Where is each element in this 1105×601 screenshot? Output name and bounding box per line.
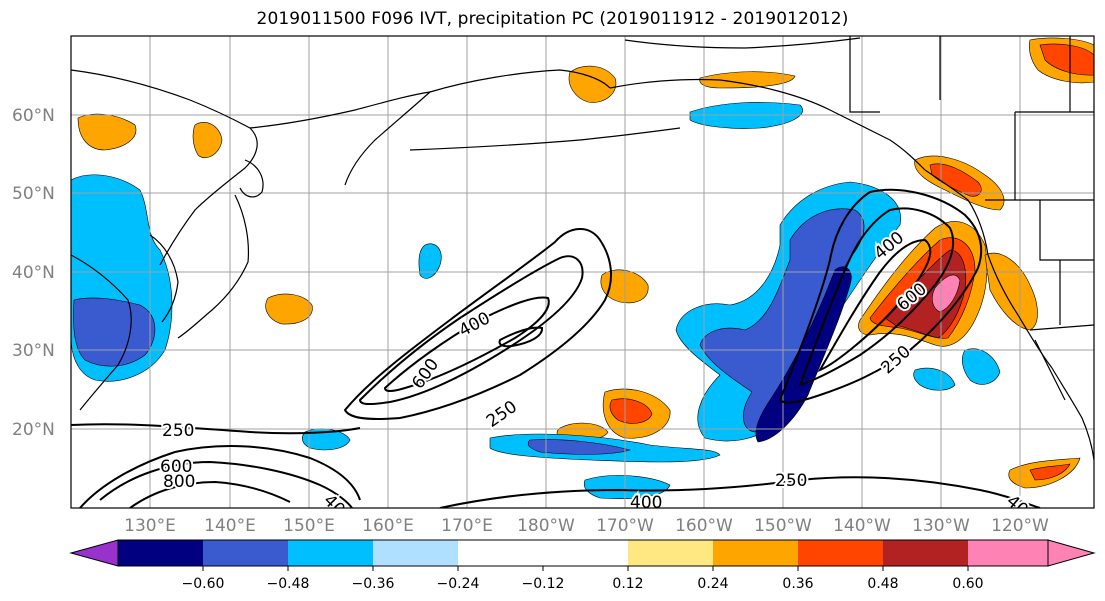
ivt-contour-600-south-loop bbox=[99, 460, 353, 508]
coast-japan-hokkaido bbox=[239, 159, 264, 198]
coast-bc-washington bbox=[924, 169, 989, 256]
colorbar-bin-7 bbox=[713, 540, 798, 566]
ivt-contours bbox=[71, 188, 1041, 508]
colorbar-bin-9 bbox=[883, 540, 968, 566]
ivt-label-400-south-2: 400 bbox=[630, 493, 662, 513]
colorbar-bin-10 bbox=[968, 540, 1048, 566]
precip-pos-subtropical-core bbox=[609, 398, 653, 424]
ivt-label-800-south: 800 bbox=[163, 472, 195, 492]
coast-korea bbox=[149, 234, 179, 323]
precip-neg-east-hawaii bbox=[913, 367, 956, 391]
colorbar-frame bbox=[117, 539, 1049, 567]
ivt-contour-600-plume bbox=[383, 296, 550, 392]
colorbar-bin-2 bbox=[203, 540, 288, 566]
precip-pos-japan-sea bbox=[192, 121, 223, 159]
colorbar-extend-min bbox=[69, 539, 119, 567]
cbar-label-pos060: 0.60 bbox=[952, 576, 983, 592]
figure-title: 2019011500 F096 IVT, precipitation PC (2… bbox=[256, 9, 849, 29]
ivt-label-250-south: 250 bbox=[775, 471, 807, 491]
cbar-label-neg024: −0.24 bbox=[437, 576, 480, 592]
precip-neg-east-asia-core bbox=[73, 297, 156, 367]
ivt-contour-800-plume bbox=[498, 326, 543, 348]
colorbar-bin-3 bbox=[288, 540, 373, 566]
map-frame bbox=[70, 35, 1095, 509]
precip-pos-midpacific-2 bbox=[568, 65, 617, 103]
lon-label-150e: 150°E bbox=[283, 516, 335, 536]
map-panel: 250 400 600 800 400 250 400 600 250 400 … bbox=[71, 36, 1094, 513]
ivt-contour-250-plume bbox=[343, 228, 612, 420]
coastlines bbox=[71, 36, 1094, 461]
ivt-contour-400-south-loop bbox=[79, 445, 361, 508]
cbar-label-neg060: −0.60 bbox=[182, 576, 225, 592]
precip-pos-southwest-red bbox=[1029, 463, 1071, 481]
lon-label-170w: 170°W bbox=[596, 516, 654, 536]
precip-neg-mid-north bbox=[418, 243, 442, 279]
ivt-contour-800-south-loop bbox=[129, 480, 291, 508]
colorbar-ticks bbox=[202, 566, 969, 571]
lat-label-40n: 40°N bbox=[12, 263, 55, 283]
lon-label-150w: 150°W bbox=[754, 516, 812, 536]
longitude-labels: 130°E 140°E 150°E 160°E 170°E 180°W 170°… bbox=[124, 516, 1049, 536]
precip-pos-midpacific-1 bbox=[265, 293, 313, 325]
coast-gulf-california bbox=[1034, 339, 1066, 401]
coast-alaska bbox=[609, 78, 926, 171]
cbar-label-pos048: 0.48 bbox=[867, 576, 898, 592]
cbar-label-neg012: −0.12 bbox=[522, 576, 565, 592]
latitude-labels: 20°N 30°N 40°N 50°N 60°N bbox=[12, 106, 55, 440]
colorbar-extend-max bbox=[1047, 539, 1096, 567]
precip-neg-west-sub bbox=[301, 428, 351, 451]
colorbar-bin-6 bbox=[628, 540, 713, 566]
cbar-label-pos024: 0.24 bbox=[697, 576, 728, 592]
colorbar-bin-5 bbox=[458, 540, 628, 566]
cbar-label-pos036: 0.36 bbox=[782, 576, 813, 592]
lon-label-130e: 130°E bbox=[124, 516, 176, 536]
lon-label-140e: 140°E bbox=[204, 516, 256, 536]
cbar-label-neg048: −0.48 bbox=[267, 576, 310, 592]
lat-label-60n: 60°N bbox=[12, 106, 55, 126]
lat-label-50n: 50°N bbox=[12, 184, 55, 204]
coast-aleutians bbox=[409, 127, 681, 151]
precip-neg-baja bbox=[961, 348, 1001, 385]
colorbar-tick-labels: −0.60 −0.48 −0.36 −0.24 −0.12 0.12 0.24 … bbox=[182, 576, 984, 592]
precip-neg-subtropical-core bbox=[527, 439, 632, 455]
colorbar-bin-1 bbox=[118, 540, 203, 566]
precipitation-anomaly-shading bbox=[71, 37, 1094, 499]
lon-label-160w: 160°W bbox=[675, 516, 733, 536]
lon-label-120w: 120°W bbox=[991, 516, 1049, 536]
ivt-contour-600-ne bbox=[817, 238, 932, 372]
border-us-mexico bbox=[1029, 324, 1094, 331]
lat-label-20n: 20°N bbox=[12, 420, 55, 440]
coast-china bbox=[71, 254, 132, 411]
ivt-contour-250-ne bbox=[778, 188, 983, 404]
border-alaska-canada bbox=[849, 36, 880, 113]
colorbar-bin-4 bbox=[373, 540, 458, 566]
coast-kamchatka-okhotsk bbox=[249, 91, 432, 186]
lon-label-160e: 160°E bbox=[362, 516, 414, 536]
lon-label-140w: 140°W bbox=[833, 516, 891, 536]
cbar-label-pos012: 0.12 bbox=[612, 576, 643, 592]
border-interior-3 bbox=[1039, 200, 1094, 261]
precip-pos-midpacific-3 bbox=[699, 71, 796, 89]
ivt-contour-400-ne bbox=[798, 207, 955, 387]
ivt-label-250-west: 250 bbox=[162, 421, 194, 441]
lon-label-180w: 180°W bbox=[517, 516, 575, 536]
coast-siberia bbox=[71, 69, 258, 266]
lon-label-170e: 170°E bbox=[441, 516, 493, 536]
ivt-contour-400-plume bbox=[358, 255, 584, 406]
ivt-contour-250-west bbox=[71, 423, 361, 435]
coast-chukotka bbox=[429, 69, 611, 93]
coast-alaska-north bbox=[624, 37, 861, 49]
coast-japan bbox=[177, 194, 250, 339]
coast-baja bbox=[1051, 367, 1094, 461]
colorbar: −0.60 −0.48 −0.36 −0.24 −0.12 0.12 0.24 … bbox=[69, 539, 1096, 592]
precip-pos-ne-pacific-pink bbox=[931, 274, 961, 313]
lon-label-130w: 130°W bbox=[912, 516, 970, 536]
cbar-label-neg036: −0.36 bbox=[352, 576, 395, 592]
colorbar-bin-8 bbox=[798, 540, 883, 566]
lat-label-30n: 30°N bbox=[12, 341, 55, 361]
ivt-label-600-south: 600 bbox=[160, 457, 192, 477]
precip-pos-interior-nw-red bbox=[1039, 43, 1094, 76]
ivt-contour-250-south bbox=[439, 476, 1041, 508]
